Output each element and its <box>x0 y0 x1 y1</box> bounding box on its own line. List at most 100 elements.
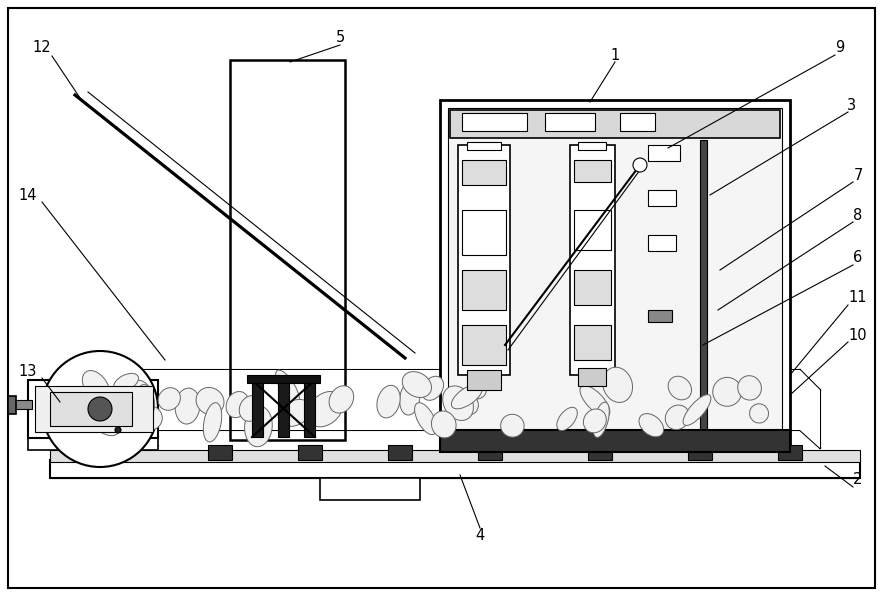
Ellipse shape <box>226 392 249 418</box>
Ellipse shape <box>158 387 180 410</box>
Ellipse shape <box>102 389 135 424</box>
Bar <box>440 100 790 450</box>
Ellipse shape <box>557 407 577 431</box>
Ellipse shape <box>451 384 482 409</box>
Ellipse shape <box>639 414 664 437</box>
Bar <box>570 145 615 375</box>
Ellipse shape <box>136 384 153 412</box>
Bar <box>545 113 595 131</box>
Text: 6: 6 <box>853 250 863 265</box>
Ellipse shape <box>132 380 155 417</box>
Text: 7: 7 <box>853 167 863 182</box>
Ellipse shape <box>245 406 272 446</box>
Bar <box>648 310 672 322</box>
Bar <box>574 325 611 360</box>
Bar <box>8 396 16 414</box>
Text: 12: 12 <box>33 41 51 55</box>
Bar <box>50 450 860 462</box>
Ellipse shape <box>86 405 119 436</box>
Text: 3: 3 <box>848 98 857 113</box>
Bar <box>478 445 502 460</box>
Bar <box>208 445 232 460</box>
Ellipse shape <box>377 386 400 418</box>
Ellipse shape <box>713 377 742 406</box>
Ellipse shape <box>329 386 354 413</box>
Circle shape <box>42 351 158 467</box>
Ellipse shape <box>737 375 761 400</box>
Bar <box>440 430 790 452</box>
Bar <box>12 400 32 409</box>
Bar <box>462 160 506 185</box>
Bar <box>648 190 676 206</box>
Polygon shape <box>50 365 820 448</box>
Text: 11: 11 <box>849 290 867 306</box>
Bar <box>462 325 506 365</box>
Ellipse shape <box>239 396 262 421</box>
Ellipse shape <box>442 386 473 420</box>
Bar <box>35 386 153 432</box>
Text: 4: 4 <box>475 527 485 542</box>
Ellipse shape <box>275 370 299 405</box>
Ellipse shape <box>114 373 139 392</box>
Bar <box>50 392 132 426</box>
Ellipse shape <box>468 380 487 399</box>
Bar <box>578 142 606 150</box>
Bar <box>574 210 611 250</box>
Text: 10: 10 <box>849 327 867 343</box>
Bar <box>588 445 612 460</box>
Ellipse shape <box>750 404 768 423</box>
Ellipse shape <box>134 405 162 431</box>
Ellipse shape <box>94 395 127 418</box>
Bar <box>620 113 655 131</box>
Ellipse shape <box>432 411 457 438</box>
Ellipse shape <box>278 399 312 426</box>
Text: 8: 8 <box>853 207 863 222</box>
Ellipse shape <box>307 392 343 427</box>
Ellipse shape <box>501 414 525 437</box>
Bar <box>230 60 345 440</box>
Bar <box>462 113 527 131</box>
Ellipse shape <box>196 387 224 415</box>
Bar <box>574 270 611 305</box>
Bar <box>298 445 322 460</box>
Ellipse shape <box>592 402 609 437</box>
Bar <box>247 375 320 383</box>
Bar <box>778 445 802 460</box>
Bar <box>320 478 420 500</box>
Circle shape <box>115 427 121 433</box>
Text: 5: 5 <box>336 30 344 45</box>
Ellipse shape <box>400 381 419 415</box>
Text: 14: 14 <box>19 188 37 203</box>
Ellipse shape <box>175 388 200 424</box>
Bar <box>467 142 501 150</box>
Text: 2: 2 <box>853 473 863 488</box>
Ellipse shape <box>203 403 222 442</box>
Text: 13: 13 <box>19 365 37 380</box>
Bar <box>304 380 315 437</box>
Bar <box>648 235 676 251</box>
Ellipse shape <box>460 395 479 415</box>
Ellipse shape <box>403 372 432 398</box>
Bar <box>448 108 782 442</box>
Text: 1: 1 <box>610 48 620 63</box>
Bar <box>648 145 680 161</box>
Ellipse shape <box>668 376 691 400</box>
Ellipse shape <box>415 403 437 434</box>
Bar <box>688 445 712 460</box>
Bar <box>462 270 506 310</box>
Bar <box>28 380 158 438</box>
Bar <box>467 370 501 390</box>
Bar <box>458 145 510 375</box>
Bar <box>700 140 707 430</box>
Bar <box>578 368 606 386</box>
Text: 9: 9 <box>835 41 845 55</box>
Bar <box>450 110 780 138</box>
Ellipse shape <box>603 367 632 402</box>
Ellipse shape <box>580 386 610 417</box>
Bar <box>462 210 506 255</box>
Bar <box>28 438 158 450</box>
Circle shape <box>633 158 647 172</box>
Bar <box>574 160 611 182</box>
Ellipse shape <box>422 376 443 401</box>
Ellipse shape <box>665 405 690 430</box>
